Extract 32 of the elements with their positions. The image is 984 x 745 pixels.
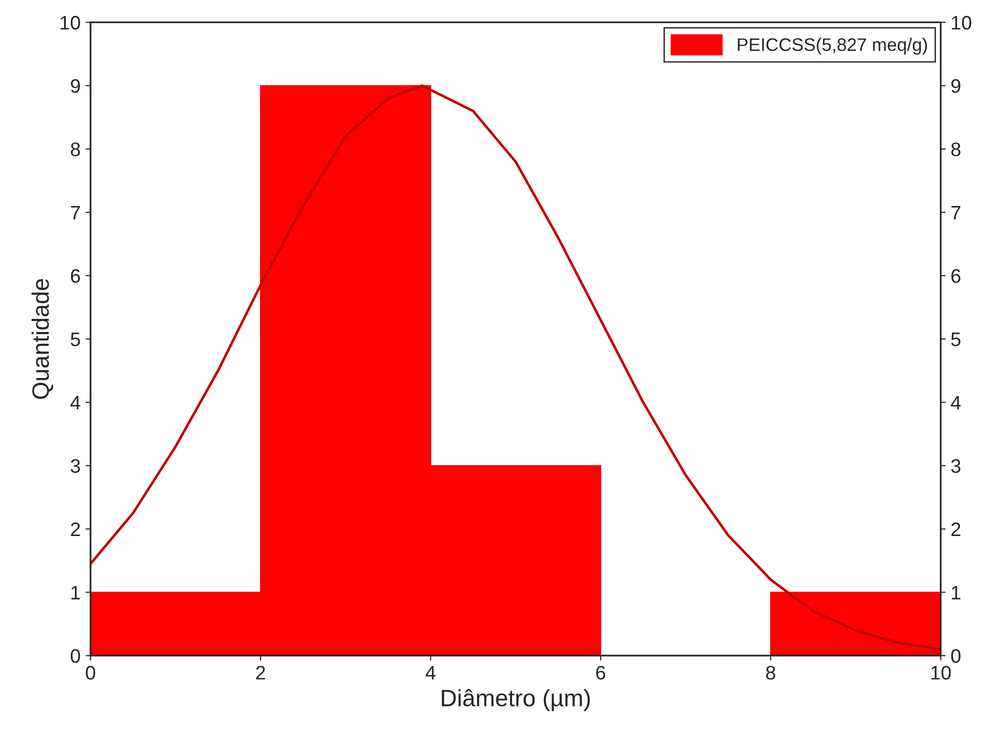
legend-label: PEICCSS(5,827 meq/g) (738, 38, 927, 55)
y2-tick-label: 3 (951, 459, 960, 473)
y2-tick-label: 9 (951, 79, 960, 93)
y2-tick-label: 10 (952, 16, 972, 30)
x-tick-label: 6 (596, 666, 606, 680)
y-tick-label: 10 (60, 16, 80, 30)
y-tick-label: 3 (70, 459, 80, 473)
y-tick-label: 2 (70, 522, 80, 536)
y-tick-label: 9 (70, 79, 80, 93)
y-tick-label: 6 (70, 269, 80, 283)
y2-tick-label: 8 (951, 142, 960, 156)
x-tick-label: 10 (931, 666, 951, 680)
y-tick-label: 0 (70, 649, 80, 663)
x-tick-label: 4 (426, 666, 436, 680)
line-series (90, 84, 941, 651)
y-tick-label: 1 (71, 586, 80, 600)
y-tick-label: 8 (70, 142, 80, 156)
y-tick-label: 7 (70, 206, 80, 220)
y-tick-label: 5 (70, 332, 80, 346)
y2-tick-label: 5 (951, 332, 960, 346)
y2-tick-label: 1 (952, 586, 960, 600)
y2-tick-label: 2 (951, 522, 960, 536)
x-tick-label: 2 (256, 666, 265, 680)
y2-tick-label: 6 (951, 269, 960, 283)
y-tick-label: 4 (70, 396, 80, 410)
y2-tick-label: 0 (951, 649, 960, 663)
y2-tick-label: 7 (951, 206, 960, 220)
x-tick-label: 0 (86, 666, 96, 680)
x-tick-label: 8 (766, 666, 776, 680)
x-axis-title: Diâmetro (µm) (442, 689, 590, 712)
y-axis-title: Quantidade (32, 278, 54, 399)
y2-tick-label: 4 (950, 396, 961, 410)
